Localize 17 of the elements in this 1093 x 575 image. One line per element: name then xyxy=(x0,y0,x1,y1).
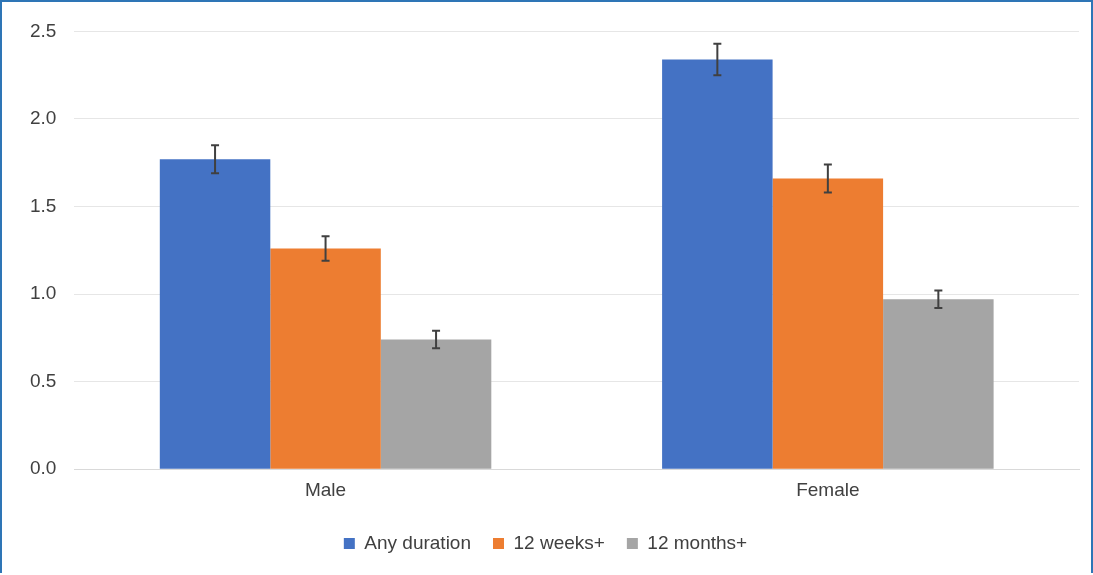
legend-label: Any duration xyxy=(364,531,472,553)
legend-label: 12 months+ xyxy=(647,531,748,553)
y-tick-label: 2.5 xyxy=(29,19,57,41)
bar xyxy=(270,248,381,469)
y-tick-label: 2.0 xyxy=(29,107,57,129)
legend-label: 12 weeks+ xyxy=(513,531,605,553)
x-tick-label: Male xyxy=(304,478,347,500)
y-tick-label: 1.5 xyxy=(29,194,57,216)
bar xyxy=(883,299,994,469)
x-tick-label: Female xyxy=(796,478,860,500)
y-tick-label: 1.0 xyxy=(29,282,57,304)
y-tick-label: 0.5 xyxy=(29,369,57,391)
bar xyxy=(772,178,884,469)
y-tick-label: 0.0 xyxy=(29,457,57,479)
bar xyxy=(380,339,492,469)
bar xyxy=(662,59,773,469)
bar xyxy=(159,159,271,469)
